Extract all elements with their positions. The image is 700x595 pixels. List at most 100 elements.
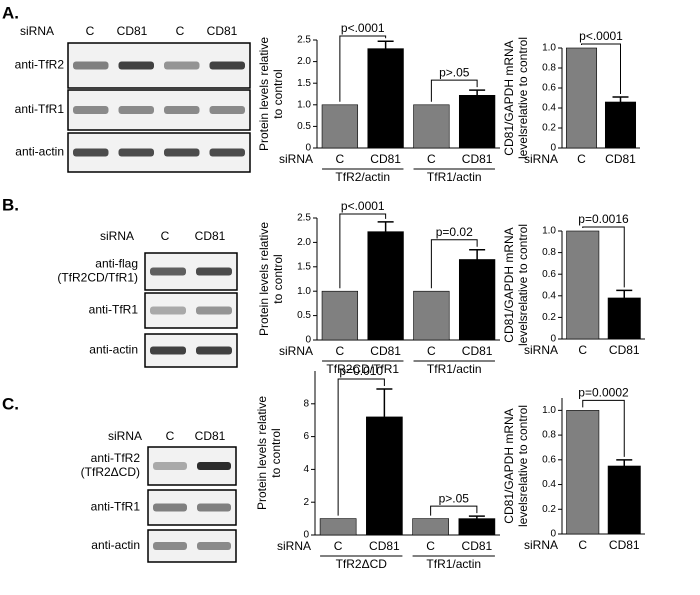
- significance-bracket: [581, 43, 621, 94]
- y-tick-label: 1.0: [542, 43, 556, 54]
- lane-label: CD81: [195, 229, 226, 243]
- panel-label: B.: [2, 195, 19, 214]
- lane-label: C: [86, 24, 95, 38]
- x-tick-label: C: [427, 152, 436, 166]
- y-tick-label: 0.2: [542, 123, 556, 134]
- blot-band: [164, 148, 200, 157]
- y-tick-label: 0: [305, 143, 311, 154]
- x-tick-label: C: [578, 538, 587, 552]
- group-label: TfR1/actin: [427, 362, 482, 376]
- y-tick-label: 0.4: [542, 479, 556, 490]
- blot-label: anti-TfR1: [15, 102, 65, 116]
- sirna-label: siRNA: [20, 24, 54, 38]
- group-label: TfR1/actin: [426, 557, 481, 571]
- bar: [566, 410, 600, 535]
- blot-band: [73, 61, 109, 70]
- y-tick-label: 0.6: [542, 269, 556, 280]
- y-axis-label: CD81/GAPDH mRNA: [502, 408, 516, 523]
- blot-band: [153, 462, 187, 470]
- p-value: p>.05: [439, 65, 470, 79]
- y-tick-label: 0.5: [297, 310, 311, 321]
- p-value: p=0.0002: [578, 386, 629, 400]
- significance-bracket: [337, 378, 385, 516]
- blot-band: [150, 267, 186, 276]
- bar: [565, 47, 598, 149]
- group-label: TfR2/actin: [335, 170, 390, 184]
- y-axis-label: Protein levels relative: [255, 396, 269, 510]
- y-tick-label: 6: [303, 431, 309, 442]
- y-tick-label: 0.8: [542, 63, 556, 74]
- y-axis-label: levelsrelative to control: [516, 405, 530, 527]
- y-tick-label: 0: [550, 143, 556, 154]
- group-label: TfR2ΔCD: [336, 557, 388, 571]
- bar: [458, 94, 496, 149]
- significance-bracket: [339, 213, 387, 289]
- blot-band: [197, 503, 231, 512]
- bar: [607, 297, 641, 340]
- blot-band: [196, 267, 232, 276]
- x-tick-label: C: [426, 539, 435, 553]
- y-tick-label: 0.8: [542, 430, 556, 441]
- blot-label: anti-actin: [15, 145, 64, 159]
- x-axis-label: siRNA: [524, 152, 558, 166]
- blot-band: [73, 106, 109, 114]
- y-tick-label: 2: [303, 497, 309, 508]
- bar: [367, 231, 404, 341]
- blot-band: [197, 462, 231, 470]
- p-value: p<.0001: [341, 21, 385, 35]
- bar: [321, 290, 359, 341]
- bar: [367, 48, 404, 149]
- y-tick-label: 0: [303, 530, 309, 541]
- bar: [566, 230, 600, 340]
- bar: [607, 465, 641, 535]
- group-label: TfR1/actin: [427, 170, 482, 184]
- y-tick-label: 0.2: [542, 312, 556, 323]
- significance-bracket: [339, 35, 387, 102]
- y-axis-label: to control: [269, 428, 283, 477]
- panel-label: C.: [2, 394, 19, 413]
- y-tick-label: 8: [303, 398, 309, 409]
- blot-band: [118, 106, 154, 114]
- y-tick-label: 0.6: [542, 83, 556, 94]
- bar: [412, 518, 449, 536]
- y-tick-label: 0.2: [542, 504, 556, 515]
- lane-label: C: [176, 24, 185, 38]
- blot-band: [196, 306, 232, 315]
- x-axis-label: siRNA: [279, 344, 313, 358]
- y-tick-label: 0.8: [542, 247, 556, 258]
- x-tick-label: CD81: [370, 344, 401, 358]
- p-value: p=0.02: [436, 225, 473, 239]
- blot-label: anti-TfR2: [91, 451, 141, 465]
- x-axis-label: siRNA: [524, 343, 558, 357]
- bar: [458, 259, 496, 341]
- y-tick-label: 4: [303, 464, 309, 475]
- y-tick-label: 1.0: [297, 99, 311, 110]
- x-tick-label: CD81: [609, 343, 640, 357]
- x-tick-label: CD81: [369, 539, 400, 553]
- y-tick-label: 2.5: [297, 35, 311, 46]
- bar: [413, 290, 450, 341]
- significance-bracket: [430, 239, 478, 289]
- y-tick-label: 0.6: [542, 454, 556, 465]
- y-axis-label: CD81/GAPDH mRNA: [502, 40, 516, 155]
- blot-label: anti-TfR1: [91, 500, 141, 514]
- lane-label: C: [166, 429, 175, 443]
- p-value: p<.0001: [579, 29, 623, 43]
- sirna-label: siRNA: [100, 229, 134, 243]
- blot-band: [209, 148, 245, 157]
- bar: [321, 104, 359, 149]
- lane-label: CD81: [195, 429, 226, 443]
- y-tick-label: 2.5: [297, 213, 311, 224]
- blot-label: (TfR2CD/TfR1): [57, 271, 138, 285]
- blot-band: [153, 542, 187, 550]
- blot-band: [73, 148, 109, 157]
- y-axis-label: Protein levels relative: [257, 222, 271, 336]
- y-axis-label: to control: [271, 69, 285, 118]
- blot-band: [197, 542, 231, 550]
- bar: [413, 104, 450, 149]
- lane-label: CD81: [117, 24, 148, 38]
- blot-band: [164, 106, 200, 114]
- blot-label: anti-actin: [91, 538, 140, 552]
- y-tick-label: 0: [305, 335, 311, 346]
